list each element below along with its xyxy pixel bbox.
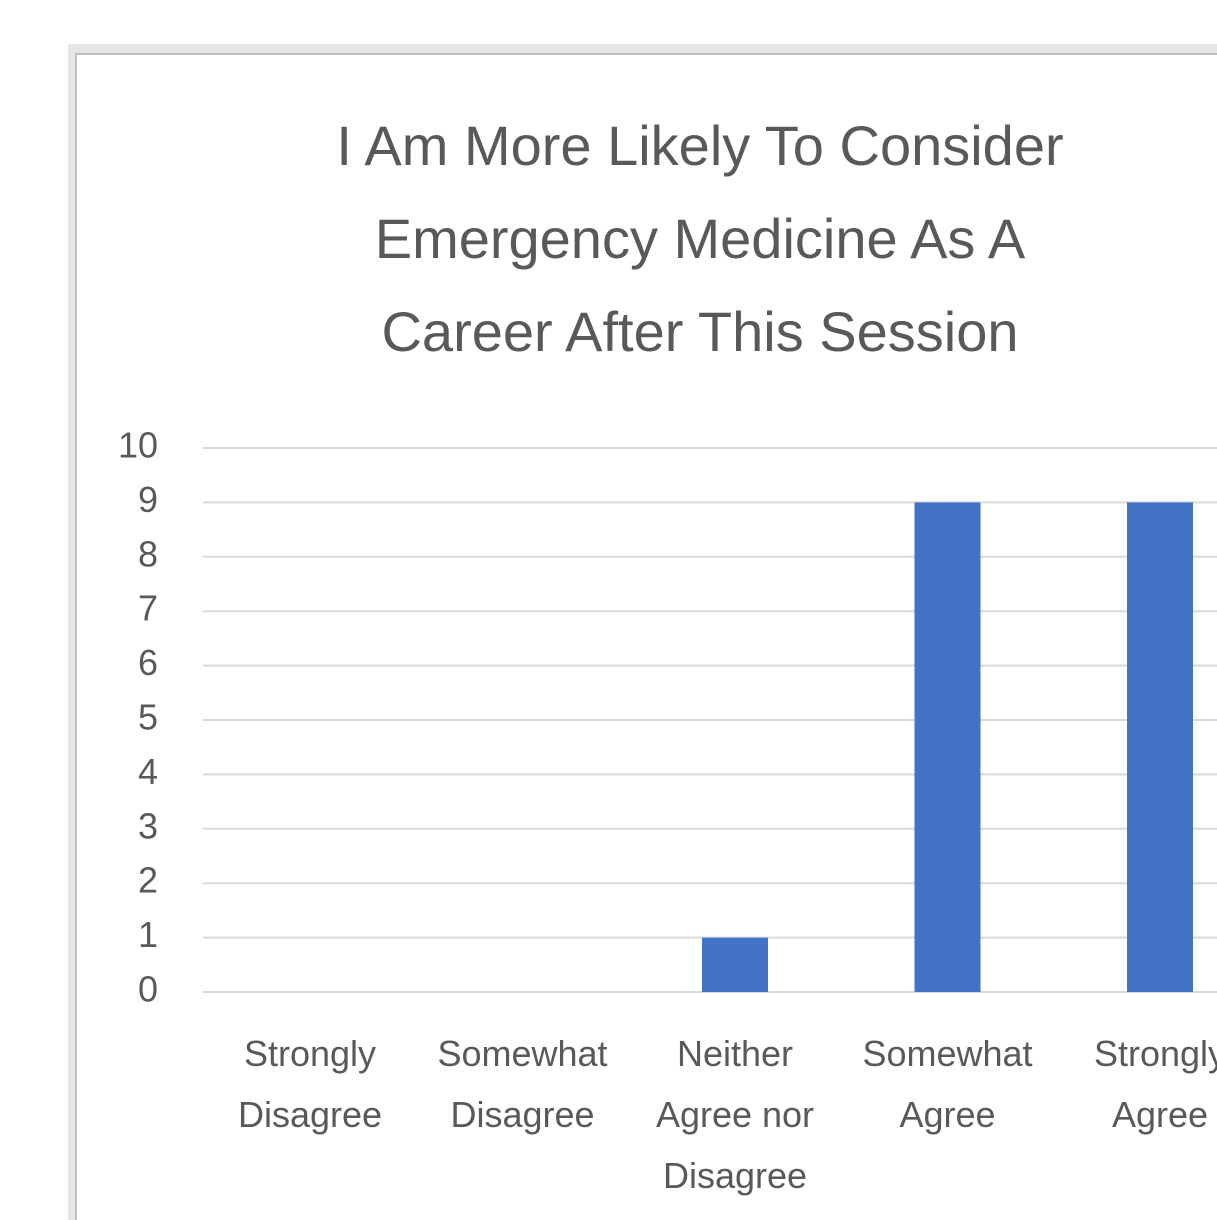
y-tick-label: 5: [138, 697, 158, 738]
y-tick-label: 7: [138, 588, 158, 629]
bar: [914, 502, 981, 992]
x-tick-label: Strongly Disagree: [238, 1033, 382, 1135]
y-tick-label: 4: [138, 751, 158, 792]
y-tick-label: 1: [138, 914, 158, 955]
x-tick-label: Neither Agree nor Disagree: [656, 1033, 814, 1196]
y-tick-label: 0: [138, 969, 158, 1010]
y-tick-label: 6: [138, 642, 158, 683]
chart-title: I Am More Likely To Consider Emergency Me…: [336, 114, 1063, 363]
chart-frame: [75, 53, 1217, 1220]
y-tick-label: 3: [138, 805, 158, 846]
y-tick-label: 8: [138, 533, 158, 574]
bar: [1127, 502, 1193, 992]
y-tick-label: 10: [118, 425, 158, 466]
x-tick-label: Strongly Agree: [1094, 1033, 1217, 1135]
x-tick-label: Somewhat Disagree: [437, 1033, 607, 1135]
y-tick-label: 2: [138, 860, 158, 901]
bar: [702, 937, 768, 992]
x-tick-label: Somewhat Agree: [862, 1033, 1032, 1135]
y-tick-label: 9: [138, 479, 158, 520]
